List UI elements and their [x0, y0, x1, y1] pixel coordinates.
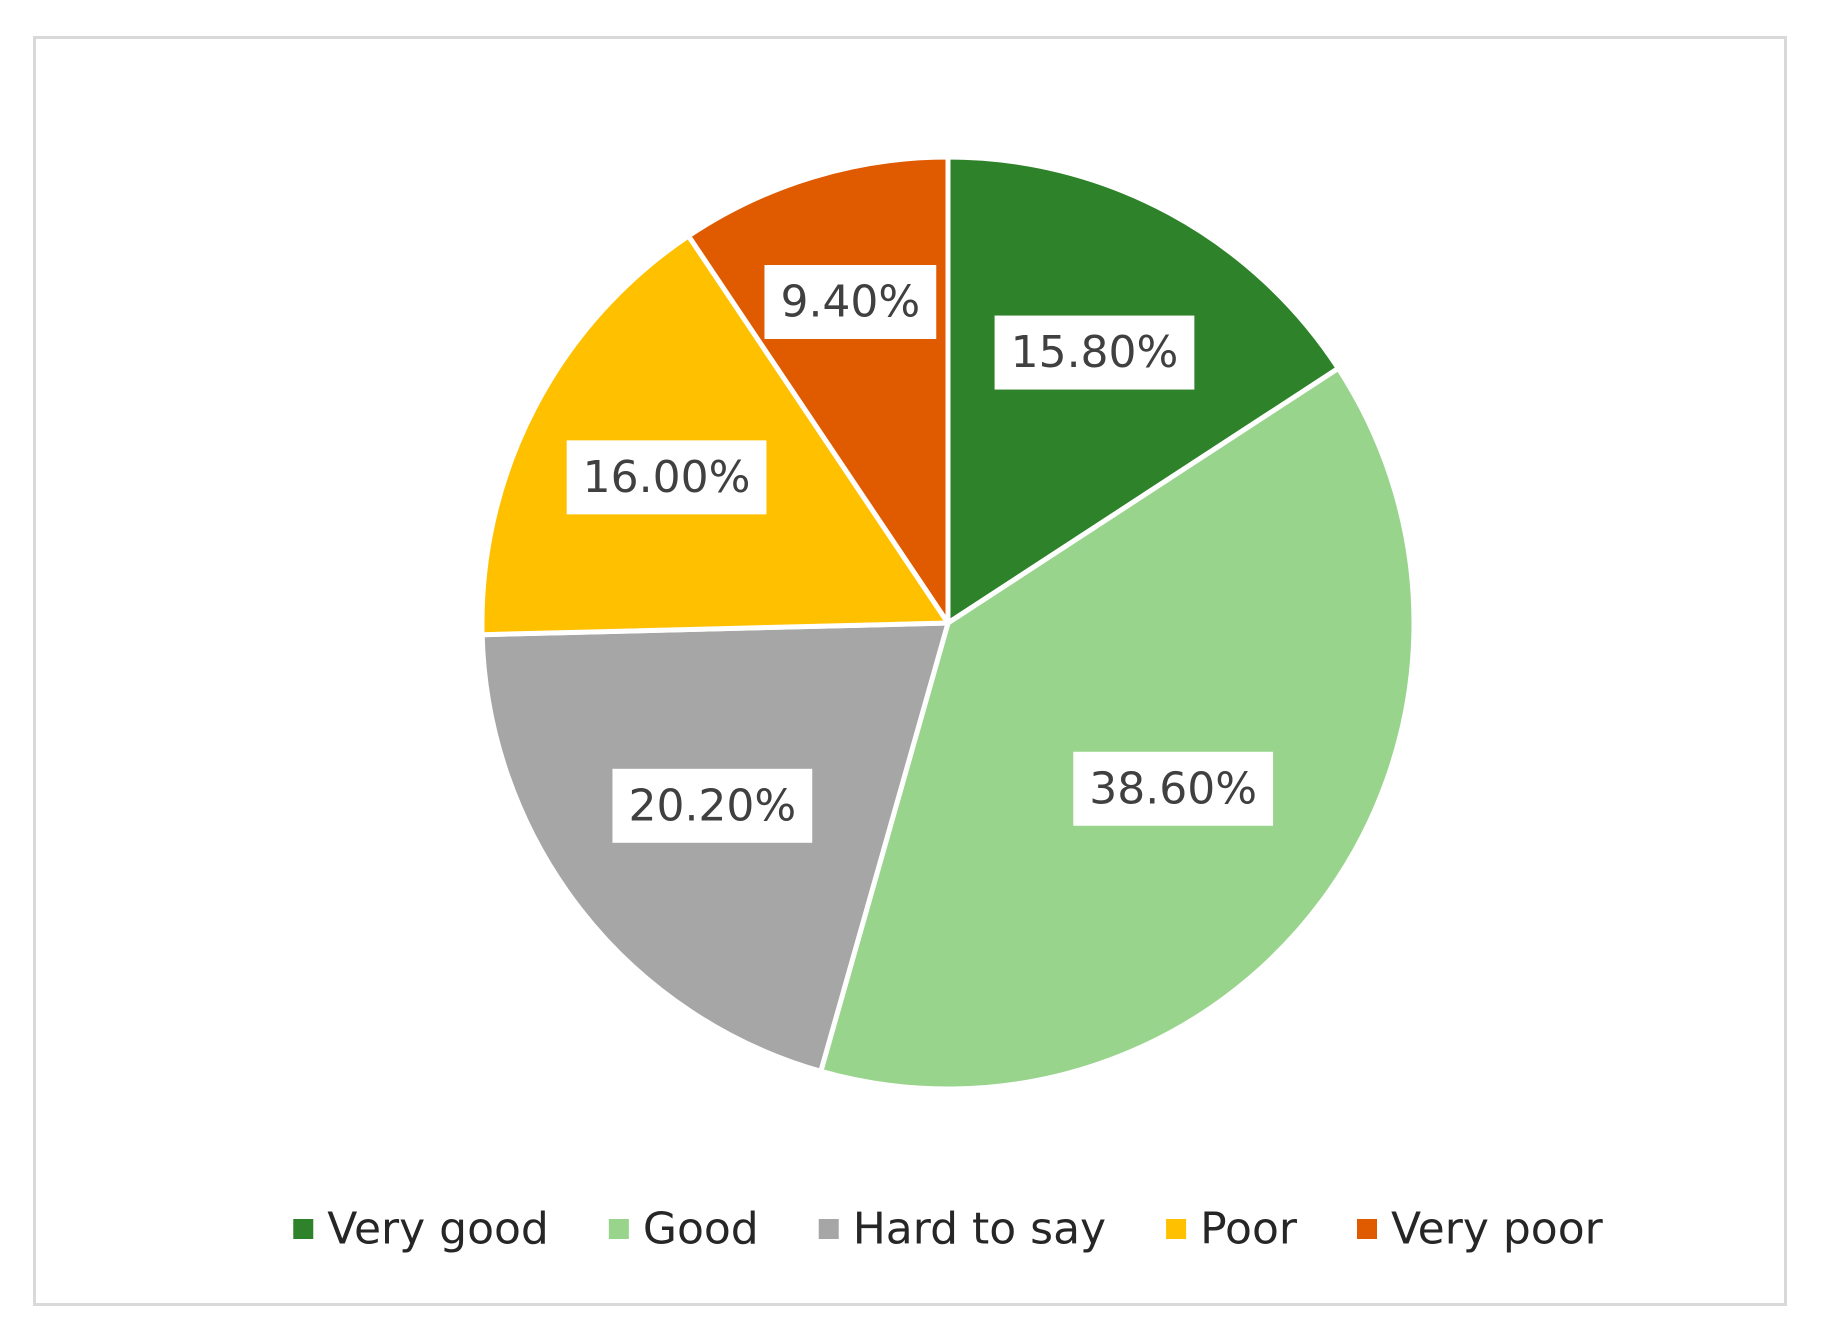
- chart-frame: 15.80% 38.60% 20.20% 16.00% 9.40% Very good G…: [33, 36, 1787, 1306]
- legend-swatch: [608, 1219, 629, 1239]
- pie-slices: [479, 154, 1417, 1092]
- pie-slice-hard-to-say: [479, 620, 951, 1074]
- legend-label: Hard to say: [853, 1204, 1106, 1255]
- legend-item-very-good: Very good: [293, 1204, 549, 1255]
- data-label-good: 38.60%: [1073, 751, 1274, 826]
- data-label-very-good: 15.80%: [994, 315, 1195, 390]
- data-label-text: 38.60%: [1089, 763, 1257, 814]
- legend-label: Good: [643, 1204, 759, 1255]
- legend-item-good: Good: [608, 1204, 759, 1255]
- legend-item-poor: Poor: [1166, 1204, 1298, 1255]
- data-label-box: [612, 768, 813, 843]
- legend-label: Very poor: [1391, 1204, 1604, 1255]
- data-label-hard-to-say: 20.20%: [612, 768, 813, 843]
- legend-swatch: [293, 1219, 314, 1239]
- legend: Very good Good Hard to say Poor Very poor: [293, 1204, 1604, 1255]
- data-label-text: 15.80%: [1011, 327, 1179, 378]
- legend-item-hard-to-say: Hard to say: [818, 1204, 1106, 1255]
- legend-label: Poor: [1200, 1204, 1298, 1255]
- data-label-text: 16.00%: [583, 452, 751, 503]
- data-label-box: [1073, 751, 1274, 826]
- data-label-box: [764, 265, 937, 340]
- pie-slice-poor: [479, 233, 951, 638]
- data-label-text: 9.40%: [780, 277, 920, 328]
- data-labels: 15.80% 38.60% 20.20% 16.00% 9.40%: [566, 265, 1274, 843]
- legend-swatch: [1166, 1219, 1187, 1239]
- data-label-very-poor: 9.40%: [764, 265, 937, 340]
- legend-swatch: [1357, 1219, 1377, 1239]
- legend-label: Very good: [327, 1204, 549, 1255]
- legend-swatch: [818, 1219, 839, 1239]
- pie-chart: 15.80% 38.60% 20.20% 16.00% 9.40% Very good G…: [293, 154, 1604, 1255]
- data-label-poor: 16.00%: [566, 440, 767, 515]
- data-label-text: 20.20%: [628, 780, 796, 831]
- pie-slice-very-good: [945, 154, 1341, 626]
- pie-slice-good: [818, 365, 1417, 1092]
- legend-item-very-poor: Very poor: [1357, 1204, 1604, 1255]
- data-label-box: [566, 440, 767, 515]
- data-label-box: [994, 315, 1195, 390]
